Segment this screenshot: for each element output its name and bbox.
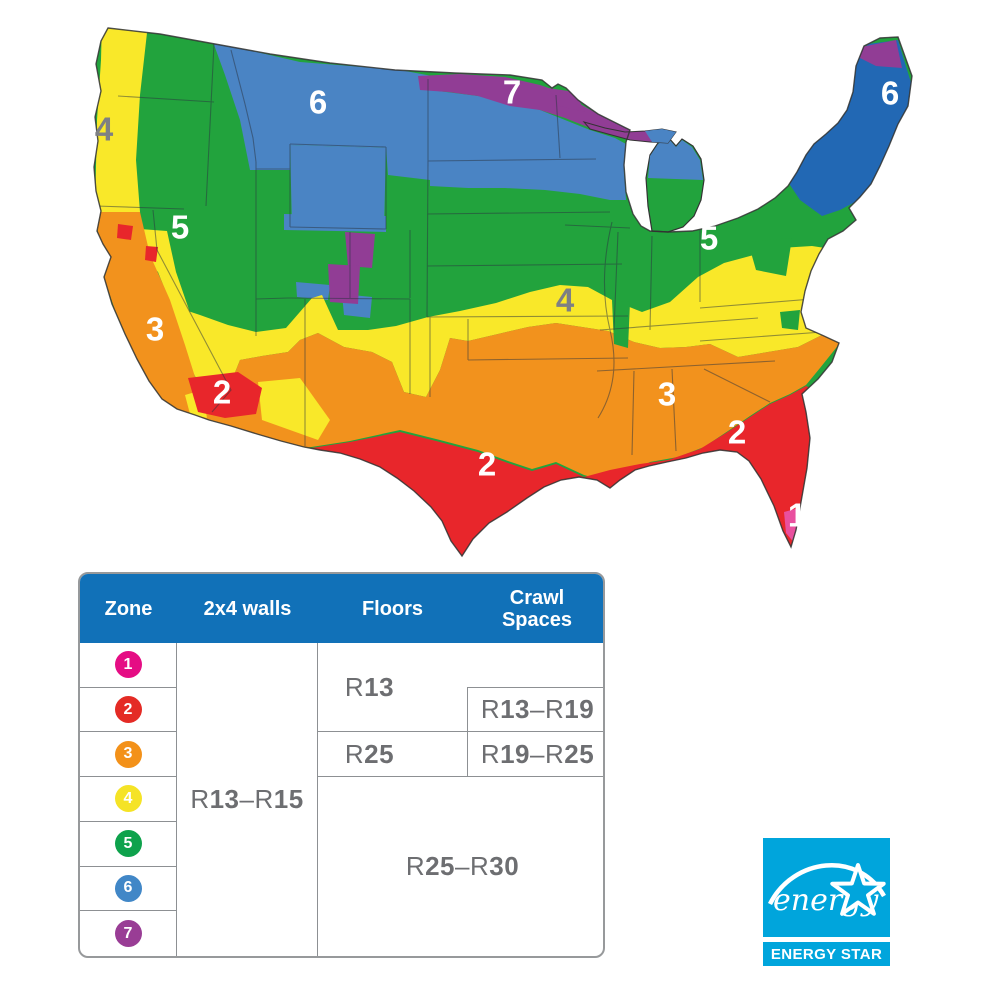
map-zone-label: 2 (212, 373, 232, 411)
map-zone-label: 6 (308, 83, 328, 121)
map-zone-label: 6 (880, 74, 900, 112)
column-header-floors: Floors (318, 574, 467, 643)
cell-floors-crawl-zone4-7: R25–R30 (405, 851, 520, 882)
zone-badge-5: 5 (114, 830, 142, 858)
cell-crawl-zone2: R13–R19 (467, 687, 603, 733)
zone-badge-3: 3 (114, 740, 142, 768)
map-zone-label: 4 (555, 281, 575, 319)
state-borders (95, 43, 837, 456)
column-header-2x4-walls: 2x4 walls (177, 574, 318, 643)
column-header-crawl-spaces: Crawl Spaces (467, 574, 603, 643)
cell-floors-zone3: R25 (318, 732, 467, 778)
map-zone-label: 3 (657, 375, 677, 413)
energy-star-wordmark: ENERGY STAR (763, 942, 890, 966)
zone-row-1: 1 (80, 643, 177, 688)
star-icon (830, 863, 886, 916)
zone-row-7: 7 (80, 911, 177, 956)
us-map-svg (93, 27, 913, 558)
energy-star-logo: energy ENERGY STAR (763, 838, 890, 966)
column-header-zone: Zone (80, 574, 177, 643)
cell-crawl-zone1 (467, 643, 603, 688)
map-zone-label: 5 (170, 208, 190, 246)
energy-star-mark: energy (763, 838, 890, 937)
us-climate-zone-map: 6 7 6 4 5 5 4 3 2 3 2 2 1 (93, 27, 913, 558)
cell-2x4-walls-all-zones: R13–R15 (177, 643, 318, 956)
map-zone-label: 2 (727, 413, 747, 451)
map-zone-label: 2 (477, 445, 497, 483)
zone-badge-1: 1 (114, 651, 142, 679)
zone-badge-4: 4 (114, 785, 142, 813)
michigan-overlay (582, 121, 705, 233)
zone-row-4: 4 (80, 777, 177, 822)
zone-badge-2: 2 (114, 696, 142, 724)
cell-crawl-zone3: R19–R25 (467, 732, 603, 778)
zone-row-2: 2 (80, 687, 177, 733)
map-zone-label: 3 (145, 310, 165, 348)
zone-row-5: 5 (80, 821, 177, 867)
cell-floors-zone1-2: R13 (318, 643, 467, 733)
map-zone-label: 4 (94, 110, 114, 148)
zone-badge-7: 7 (114, 920, 142, 948)
zone-badge-6: 6 (114, 874, 142, 902)
map-zone-label: 1 (787, 496, 807, 534)
zone-row-3: 3 (80, 732, 177, 778)
insulation-table: Zone 2x4 walls Floors Crawl Spaces 1 2 3… (78, 572, 605, 958)
map-zone-label: 5 (699, 219, 719, 257)
zone-row-6: 6 (80, 866, 177, 912)
map-zone-label: 7 (502, 73, 522, 111)
